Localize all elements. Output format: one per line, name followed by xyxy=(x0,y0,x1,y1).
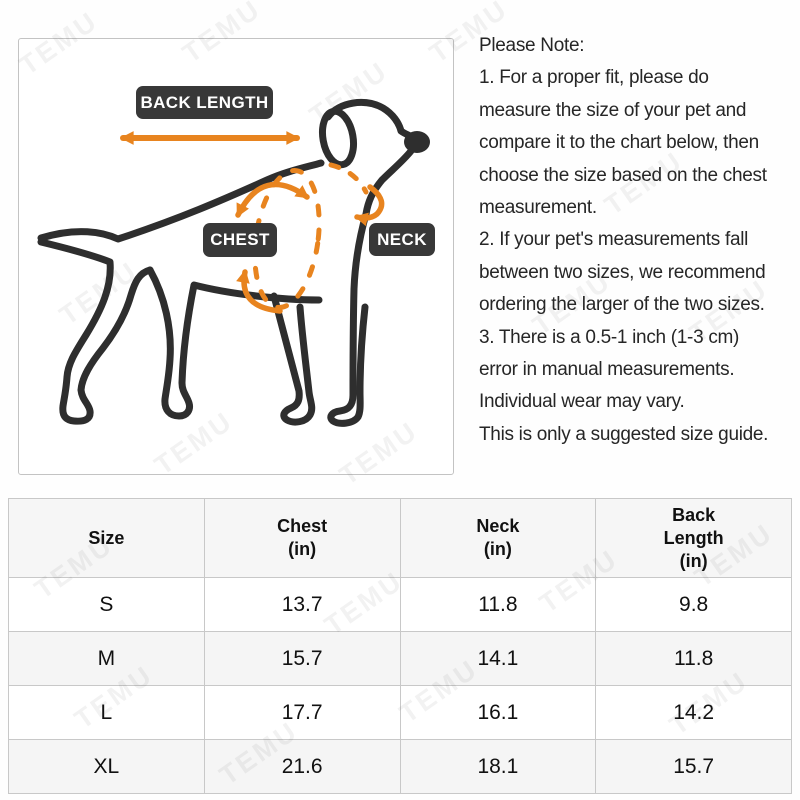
measurement-arrows xyxy=(120,131,385,314)
header-cell-chest: Chest (in) xyxy=(203,498,401,578)
chest-cell: 17.7 xyxy=(203,685,401,740)
chest-cell: 15.7 xyxy=(203,631,401,686)
table-row-xl: XL 21.6 18.1 15.7 xyxy=(8,739,792,794)
neck-cell: 16.1 xyxy=(399,685,597,740)
note-line: 2. If your pet's measurements fall xyxy=(479,229,749,251)
header-cell-neck: Neck (in) xyxy=(399,498,597,578)
back-length-cell: 15.7 xyxy=(595,739,792,794)
dog-outline xyxy=(37,99,416,427)
chest-girth-dashes xyxy=(252,168,322,310)
notes-title: Please Note: xyxy=(479,35,585,56)
header-cell-back-length: Back Length (in) xyxy=(595,498,792,578)
chest-label: CHEST xyxy=(203,223,277,257)
note-line: 3. There is a 0.5-1 inch (1-3 cm) xyxy=(479,326,740,348)
table-row-s: S 13.7 11.8 9.8 xyxy=(8,577,792,632)
measurement-diagram: BACK LENGTH CHEST NECK xyxy=(18,38,454,475)
note-line: ordering the larger of the two sizes. xyxy=(479,294,765,316)
notes-block: Please Note: 1. For a proper fit, please… xyxy=(479,30,799,451)
note-line: between two sizes, we recommend xyxy=(479,261,766,283)
chest-pointer-arrow xyxy=(236,269,283,314)
back-length-cell: 11.8 xyxy=(595,631,792,686)
note-line: compare it to the chart below, then xyxy=(479,132,759,154)
neck-cell: 11.8 xyxy=(399,577,597,632)
note-line: measure the size of your pet and xyxy=(479,99,747,121)
note-line: error in manual measurements. xyxy=(479,358,735,380)
size-cell: XL xyxy=(8,739,205,794)
chest-cell: 21.6 xyxy=(203,739,401,794)
note-line: choose the size based on the chest xyxy=(479,164,767,186)
neck-label: NECK xyxy=(369,223,435,256)
header-row: Size Chest (in) Neck (in) Back Length (i… xyxy=(8,498,792,578)
size-cell: S xyxy=(8,577,205,632)
neck-cell: 14.1 xyxy=(399,631,597,686)
dog-nose xyxy=(404,131,430,153)
note-line: This is only a suggested size guide. xyxy=(479,423,769,445)
note-line: measurement. xyxy=(479,196,597,218)
table-row-l: L 17.7 16.1 14.2 xyxy=(8,685,792,740)
size-chart-table: Size Chest (in) Neck (in) Back Length (i… xyxy=(8,498,792,794)
chest-cell: 13.7 xyxy=(203,577,401,632)
chest-measure-arrow xyxy=(235,181,310,218)
header-cell-size: Size xyxy=(8,498,205,578)
back-length-cell: 14.2 xyxy=(595,685,792,740)
table-row-m: M 15.7 14.1 11.8 xyxy=(8,631,792,686)
size-cell: L xyxy=(8,685,205,740)
dog-illustration xyxy=(37,99,430,427)
back-length-cell: 9.8 xyxy=(595,577,792,632)
note-line: 1. For a proper fit, please do xyxy=(479,67,709,89)
neck-measure-arrow xyxy=(354,184,385,227)
back-length-label: BACK LENGTH xyxy=(136,86,273,119)
neck-cell: 18.1 xyxy=(399,739,597,794)
size-cell: M xyxy=(8,631,205,686)
neck-girth-dashes xyxy=(328,162,369,195)
note-line: Individual wear may vary. xyxy=(479,391,685,413)
